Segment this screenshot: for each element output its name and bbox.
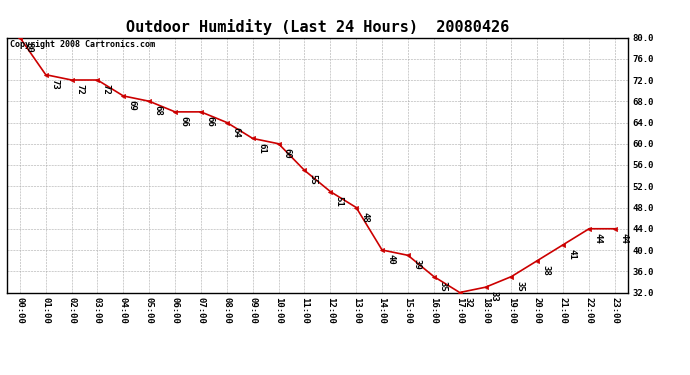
Text: 80: 80 [24,42,33,53]
Text: 35: 35 [438,281,447,291]
Text: 48: 48 [360,211,369,222]
Text: 40: 40 [386,254,395,265]
Text: 44: 44 [619,233,628,244]
Text: 33: 33 [490,291,499,302]
Title: Outdoor Humidity (Last 24 Hours)  20080426: Outdoor Humidity (Last 24 Hours) 2008042… [126,19,509,35]
Text: 72: 72 [101,84,110,95]
Text: 69: 69 [128,100,137,111]
Text: 72: 72 [76,84,85,95]
Text: Copyright 2008 Cartronics.com: Copyright 2008 Cartronics.com [10,40,155,49]
Text: 60: 60 [283,148,292,159]
Text: 61: 61 [257,142,266,153]
Text: 64: 64 [231,127,240,137]
Text: 68: 68 [153,105,162,116]
Text: 38: 38 [542,265,551,276]
Text: 73: 73 [50,79,59,90]
Text: 32: 32 [464,297,473,307]
Text: 35: 35 [515,281,524,291]
Text: 55: 55 [308,174,317,185]
Text: 51: 51 [335,196,344,207]
Text: 66: 66 [205,116,214,127]
Text: 41: 41 [567,249,576,259]
Text: 39: 39 [412,260,421,270]
Text: 44: 44 [593,233,602,244]
Text: 66: 66 [179,116,188,127]
